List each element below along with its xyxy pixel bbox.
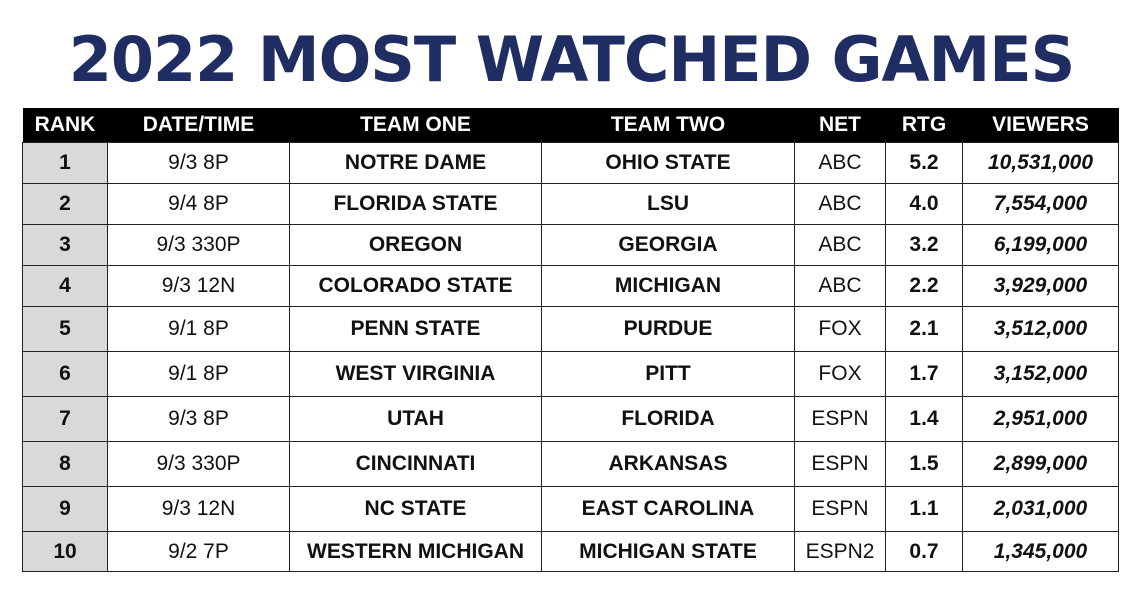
cell-net: ABC (794, 224, 886, 266)
cell-rank: 10 (22, 531, 108, 572)
cell-net: ABC (794, 142, 886, 184)
cell-net: ESPN (794, 441, 886, 487)
cell-net: FOX (794, 306, 886, 352)
page-title: 2022 MOST WATCHED GAMES (68, 23, 1076, 96)
cell-rank: 1 (22, 142, 108, 184)
table-row: 10 9/2 7P WESTERN MICHIGAN MICHIGAN STATE ES… (22, 531, 1119, 572)
header-rank: RANK (22, 108, 108, 143)
table-row: 5 9/1 8P PENN STATE PURDUE FOX 2.1 3,512,000 (22, 306, 1119, 352)
cell-team-two: PURDUE (541, 306, 795, 352)
cell-net: ESPN (794, 486, 886, 532)
cell-date: 9/3 8P (107, 396, 290, 442)
cell-team-two: FLORIDA (541, 396, 795, 442)
cell-net: ESPN2 (794, 531, 886, 572)
header-viewers: VIEWERS (962, 108, 1119, 143)
cell-rank: 2 (22, 183, 108, 225)
cell-date: 9/1 8P (107, 351, 290, 397)
table-row: 1 9/3 8P NOTRE DAME OHIO STATE ABC 5.2 10,531,… (22, 142, 1119, 184)
table-row: 8 9/3 330P CINCINNATI ARKANSAS ESPN 1.5 2,899,… (22, 441, 1119, 487)
cell-net: ESPN (794, 396, 886, 442)
cell-viewers: 1,345,000 (962, 531, 1119, 572)
cell-net: ABC (794, 265, 886, 307)
cell-viewers: 6,199,000 (962, 224, 1119, 266)
cell-viewers: 3,929,000 (962, 265, 1119, 307)
cell-team-two: MICHIGAN (541, 265, 795, 307)
cell-team-two: MICHIGAN STATE (541, 531, 795, 572)
cell-date: 9/1 8P (107, 306, 290, 352)
cell-rtg: 3.2 (885, 224, 963, 266)
header-net: NET (794, 108, 886, 143)
cell-viewers: 7,554,000 (962, 183, 1119, 225)
header-team-two: TEAM TWO (541, 108, 795, 143)
cell-team-one: NOTRE DAME (289, 142, 542, 184)
table-row: 7 9/3 8P UTAH FLORIDA ESPN 1.4 2,951,000 (22, 396, 1119, 442)
cell-viewers: 10,531,000 (962, 142, 1119, 184)
cell-date: 9/3 12N (107, 486, 290, 532)
cell-rtg: 2.1 (885, 306, 963, 352)
cell-rtg: 4.0 (885, 183, 963, 225)
header-row: RANK DATE/TIME TEAM ONE TEAM TWO NET RTG… (22, 108, 1119, 143)
cell-team-one: WEST VIRGINIA (289, 351, 542, 397)
cell-rtg: 1.4 (885, 396, 963, 442)
cell-rank: 8 (22, 441, 108, 487)
cell-rtg: 0.7 (885, 531, 963, 572)
cell-team-one: NC STATE (289, 486, 542, 532)
cell-viewers: 3,512,000 (962, 306, 1119, 352)
cell-date: 9/2 7P (107, 531, 290, 572)
cell-team-one: CINCINNATI (289, 441, 542, 487)
header-team-one: TEAM ONE (289, 108, 542, 143)
cell-date: 9/3 8P (107, 142, 290, 184)
cell-team-two: GEORGIA (541, 224, 795, 266)
cell-team-one: FLORIDA STATE (289, 183, 542, 225)
cell-date: 9/3 330P (107, 441, 290, 487)
cell-date: 9/4 8P (107, 183, 290, 225)
cell-rank: 7 (22, 396, 108, 442)
cell-team-two: ARKANSAS (541, 441, 795, 487)
cell-date: 9/3 12N (107, 265, 290, 307)
table-row: 6 9/1 8P WEST VIRGINIA PITT FOX 1.7 3,152,000 (22, 351, 1119, 397)
cell-team-two: LSU (541, 183, 795, 225)
header-date: DATE/TIME (107, 108, 290, 143)
cell-rank: 5 (22, 306, 108, 352)
cell-viewers: 2,899,000 (962, 441, 1119, 487)
header-rtg: RTG (885, 108, 963, 143)
table-row: 4 9/3 12N COLORADO STATE MICHIGAN ABC 2.2 3,92… (22, 265, 1119, 307)
cell-net: FOX (794, 351, 886, 397)
cell-viewers: 2,951,000 (962, 396, 1119, 442)
cell-team-one: COLORADO STATE (289, 265, 542, 307)
cell-rtg: 5.2 (885, 142, 963, 184)
cell-viewers: 3,152,000 (962, 351, 1119, 397)
cell-rtg: 2.2 (885, 265, 963, 307)
cell-viewers: 2,031,000 (962, 486, 1119, 532)
cell-rank: 9 (22, 486, 108, 532)
cell-team-two: PITT (541, 351, 795, 397)
cell-rank: 3 (22, 224, 108, 266)
cell-team-one: WESTERN MICHIGAN (289, 531, 542, 572)
cell-rtg: 1.5 (885, 441, 963, 487)
table-row: 9 9/3 12N NC STATE EAST CAROLINA ESPN 1.1 2,03… (22, 486, 1119, 532)
cell-net: ABC (794, 183, 886, 225)
cell-rtg: 1.1 (885, 486, 963, 532)
cell-rtg: 1.7 (885, 351, 963, 397)
cell-team-one: PENN STATE (289, 306, 542, 352)
cell-team-two: OHIO STATE (541, 142, 795, 184)
table-header: RANK DATE/TIME TEAM ONE TEAM TWO NET RTG… (22, 108, 1119, 143)
games-table: RANK DATE/TIME TEAM ONE TEAM TWO NET RTG… (22, 108, 1119, 572)
cell-date: 9/3 330P (107, 224, 290, 266)
table-row: 2 9/4 8P FLORIDA STATE LSU ABC 4.0 7,554,000 (22, 183, 1119, 225)
cell-team-one: UTAH (289, 396, 542, 442)
cell-rank: 6 (22, 351, 108, 397)
table-body: 1 9/3 8P NOTRE DAME OHIO STATE ABC 5.2 10,531,… (22, 142, 1119, 572)
cell-team-two: EAST CAROLINA (541, 486, 795, 532)
cell-team-one: OREGON (289, 224, 542, 266)
cell-rank: 4 (22, 265, 108, 307)
table-row: 3 9/3 330P OREGON GEORGIA ABC 3.2 6,199,000 (22, 224, 1119, 266)
